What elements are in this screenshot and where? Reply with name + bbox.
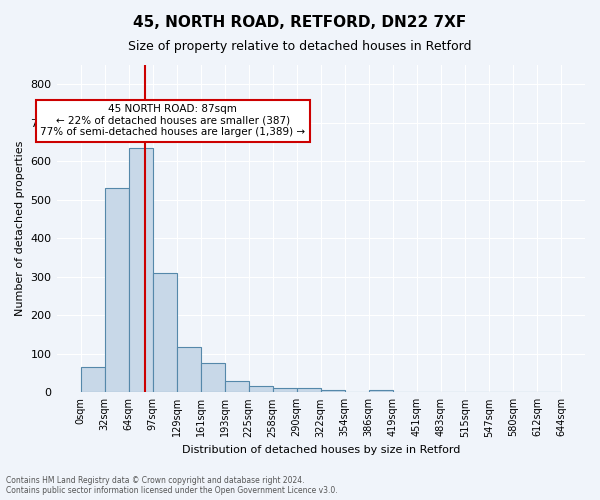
Bar: [104, 188, 128, 392]
Bar: [152, 273, 176, 392]
Bar: [321, 390, 345, 392]
Bar: [297, 388, 321, 392]
X-axis label: Distribution of detached houses by size in Retford: Distribution of detached houses by size …: [182, 445, 460, 455]
Bar: [224, 381, 249, 392]
Y-axis label: Number of detached properties: Number of detached properties: [15, 141, 25, 316]
Bar: [128, 148, 152, 392]
Bar: [249, 386, 273, 392]
Text: 45 NORTH ROAD: 87sqm
← 22% of detached houses are smaller (387)
77% of semi-deta: 45 NORTH ROAD: 87sqm ← 22% of detached h…: [40, 104, 305, 138]
Text: 45, NORTH ROAD, RETFORD, DN22 7XF: 45, NORTH ROAD, RETFORD, DN22 7XF: [133, 15, 467, 30]
Bar: [369, 390, 393, 392]
Text: Contains HM Land Registry data © Crown copyright and database right 2024.
Contai: Contains HM Land Registry data © Crown c…: [6, 476, 338, 495]
Text: Size of property relative to detached houses in Retford: Size of property relative to detached ho…: [128, 40, 472, 53]
Bar: [200, 364, 224, 392]
Bar: [176, 347, 200, 393]
Bar: [80, 368, 104, 392]
Bar: [273, 388, 297, 392]
